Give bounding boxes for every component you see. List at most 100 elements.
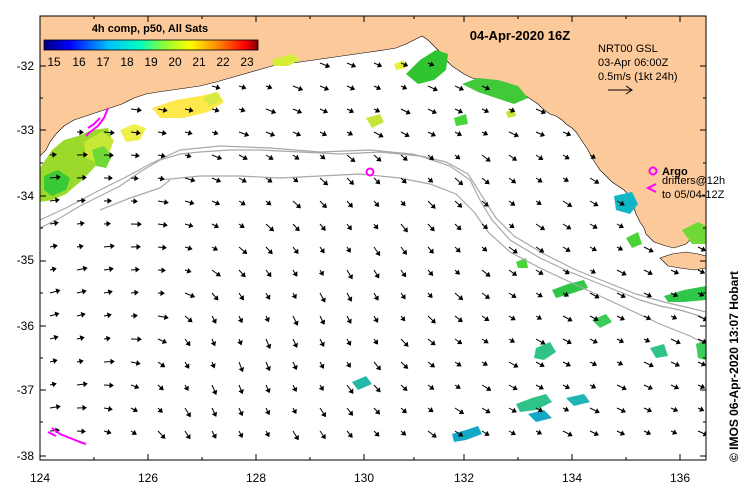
- current-vector-head: [405, 109, 411, 115]
- current-vector-head: [428, 155, 434, 161]
- current-vector-head: [135, 360, 141, 366]
- current-vector-head: [185, 412, 191, 418]
- axis-ticks: [39, 16, 706, 460]
- credit-label: © IMOS 06-Apr-2020 13:07 Hobart: [727, 271, 741, 462]
- current-vector-head: [241, 84, 247, 90]
- current-vector-head: [699, 291, 705, 297]
- current-vector-head: [54, 311, 60, 318]
- current-vector-head: [132, 407, 138, 413]
- scale-label: 0.5m/s (1kt 24h): [598, 71, 677, 83]
- colorbar: 4h comp, p50, All Sats 15 16 17 18 19 20…: [43, 23, 259, 69]
- current-vector-head: [483, 201, 489, 207]
- current-vector-head: [621, 270, 627, 276]
- current-vector-head: [427, 177, 434, 183]
- current-vector-head: [594, 293, 600, 299]
- current-vector-head: [187, 317, 193, 323]
- current-vector-head: [375, 250, 381, 257]
- current-vector-head: [161, 267, 166, 274]
- current-vector-head: [564, 383, 570, 390]
- current-vector-head: [429, 384, 435, 390]
- current-vector-head: [456, 130, 462, 137]
- current-vector-head: [160, 152, 166, 159]
- model-time: 03-Apr 06:00Z: [598, 57, 669, 69]
- current-vector-head: [593, 315, 599, 322]
- current-vector-head: [539, 131, 546, 137]
- current-vector-head: [594, 408, 600, 414]
- current-vector-head: [110, 358, 115, 365]
- current-vector-head: [374, 431, 380, 437]
- current-vector-head: [320, 225, 326, 231]
- current-vector-head: [429, 61, 435, 67]
- drifter-legend-icon: [645, 183, 657, 193]
- current-vector-head: [346, 224, 352, 231]
- current-vector-head: [242, 154, 248, 161]
- current-vector-head: [510, 315, 516, 321]
- current-vector-head: [374, 409, 380, 415]
- argo-float-marker: [365, 167, 375, 177]
- current-vector-head: [319, 319, 326, 325]
- current-vector-head: [537, 407, 543, 413]
- current-vector-head: [237, 317, 244, 324]
- current-vector-head: [675, 339, 681, 345]
- current-vector-head: [82, 404, 87, 411]
- current-vector-head: [591, 360, 598, 367]
- current-vector-head: [79, 129, 84, 136]
- y-tick-label: -36: [17, 319, 35, 333]
- current-vector-head: [402, 385, 408, 392]
- colorbar-label: 4h comp, p50, All Sats: [92, 23, 208, 35]
- current-vector-head: [322, 108, 329, 114]
- current-vector-head: [512, 248, 518, 254]
- current-vector-head: [267, 177, 273, 183]
- current-vector-head: [566, 202, 573, 207]
- current-vector-head: [264, 409, 271, 416]
- current-vector-head: [590, 268, 596, 274]
- x-tick-label: 134: [562, 471, 582, 485]
- current-vector-head: [265, 387, 271, 394]
- current-vector-head: [512, 385, 518, 391]
- current-vector-head: [186, 267, 192, 274]
- current-vector-head: [162, 107, 168, 113]
- current-vector-head: [620, 292, 626, 299]
- current-vector-head: [429, 362, 436, 368]
- current-vector-head: [293, 177, 299, 183]
- current-vector-head: [318, 385, 324, 391]
- current-vector-head: [106, 220, 111, 227]
- current-vector-head: [78, 243, 84, 250]
- x-tick-label: 132: [454, 471, 474, 485]
- current-vector-head: [291, 293, 297, 299]
- current-vector-head: [401, 408, 407, 414]
- x-axis-labels: 124 126 128 130 132 134 136: [30, 471, 690, 485]
- current-vector-head: [80, 312, 86, 318]
- current-vector-head: [482, 246, 488, 252]
- current-vector-head: [211, 318, 217, 324]
- current-vector-head: [619, 430, 626, 436]
- current-vector-head: [78, 358, 84, 365]
- current-vector-head: [565, 131, 572, 137]
- current-vector-head: [265, 365, 271, 372]
- current-vector-head: [458, 409, 465, 414]
- current-vector-head: [430, 340, 436, 346]
- current-vector-head: [214, 200, 221, 206]
- current-vector-head: [375, 84, 382, 91]
- x-tick-label: 130: [354, 471, 374, 485]
- current-vector-head: [456, 339, 463, 345]
- colorbar-tick: 23: [240, 55, 254, 69]
- current-vector-head: [511, 270, 518, 276]
- current-vector-head: [567, 431, 573, 437]
- current-vector-head: [400, 316, 406, 322]
- current-vector-head: [538, 247, 545, 253]
- current-vector-head: [427, 292, 433, 299]
- current-vector-head: [131, 429, 137, 435]
- argo-legend-label: Argo: [662, 166, 688, 178]
- model-info: NRT00 GSL 03-Apr 06:00Z 0.5m/s (1kt 24h): [598, 43, 677, 95]
- current-vector-head: [214, 107, 220, 113]
- current-vector-head: [592, 223, 598, 229]
- current-vector-head: [135, 266, 140, 273]
- current-vector-head: [702, 316, 706, 322]
- current-vector-head: [240, 272, 246, 278]
- current-vector-head: [133, 198, 138, 205]
- current-vector-head: [403, 363, 409, 369]
- current-vector-head: [268, 226, 275, 232]
- current-vector-head: [52, 358, 58, 364]
